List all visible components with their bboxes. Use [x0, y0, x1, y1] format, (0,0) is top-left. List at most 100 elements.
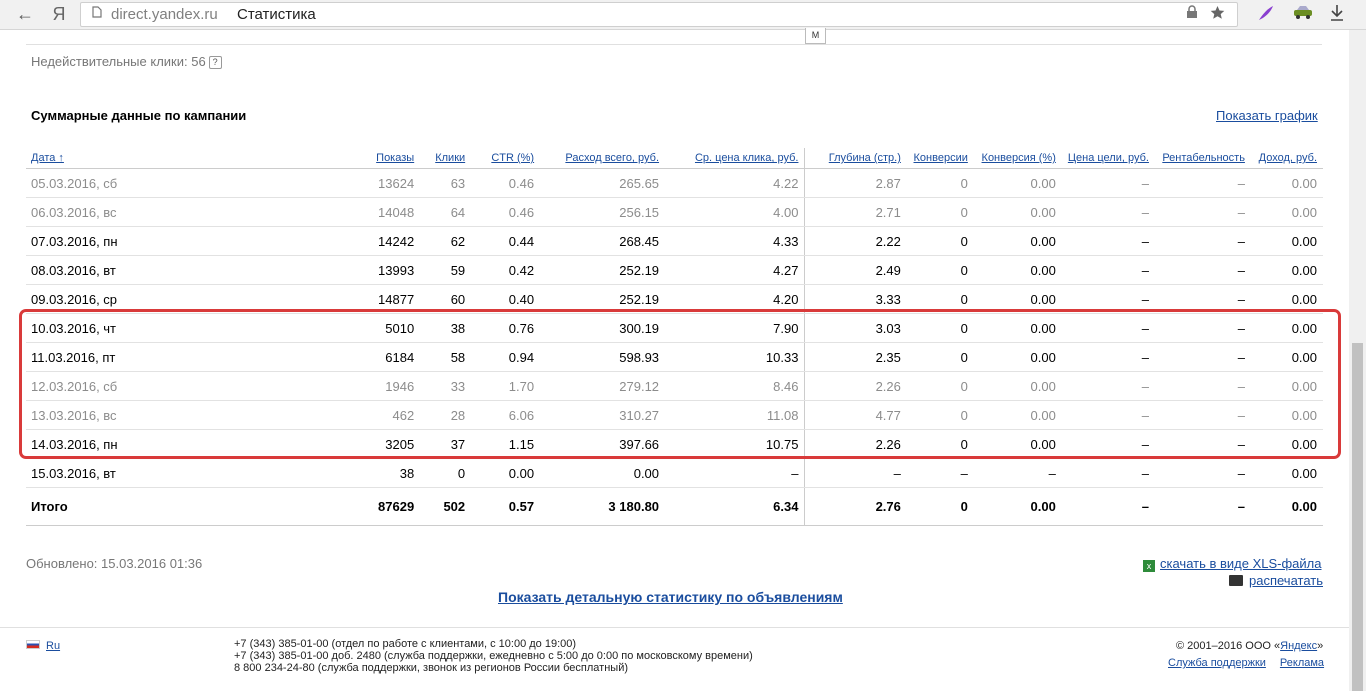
cell-ctr: 1.70 — [471, 371, 541, 401]
column-header-avg-cpc[interactable]: Ср. цена клика, руб. — [665, 148, 806, 169]
cell-depth: 2.49 — [804, 255, 907, 285]
cell-clicks: 63 — [420, 168, 472, 198]
cell-goal-cost: – — [1061, 226, 1155, 256]
cell-clicks: 37 — [420, 429, 472, 459]
address-bar[interactable]: direct.yandex.ru Статистика — [80, 2, 1238, 27]
cell-depth: 3.33 — [804, 284, 907, 314]
show-chart-link[interactable]: Показать график — [1216, 108, 1318, 123]
cell-goal-cost: – — [1061, 255, 1155, 285]
download-xls-link[interactable]: скачать в виде XLS-файла — [1160, 556, 1322, 571]
cell-impressions: 5010 — [146, 313, 421, 343]
column-header-impressions[interactable]: Показы — [146, 148, 421, 169]
detail-stats-link[interactable]: Показать детальную статистику по объявле… — [498, 589, 843, 605]
table-row: 08.03.2016, вт 13993 59 0.42 252.19 4.27 2.49 0… — [26, 255, 1323, 285]
cell-spend: 265.65 — [540, 168, 666, 198]
cell-conversions: 0 — [906, 342, 974, 372]
cell-spend: 300.19 — [540, 313, 666, 343]
cell-impressions: 14877 — [146, 284, 421, 314]
table-row: 15.03.2016, вт 38 0 0.00 0.00– – – – – –0.00 — [26, 458, 1323, 488]
cell-clicks: 0 — [420, 458, 472, 488]
cell-date: 05.03.2016, сб — [26, 168, 147, 198]
cell-revenue: 0.00 — [1250, 284, 1323, 314]
cell-spend: 310.27 — [540, 400, 666, 430]
print-link[interactable]: распечатать — [1249, 573, 1323, 588]
invalid-clicks-label: Недействительные клики: 56 — [31, 54, 206, 69]
cell-profitability: – — [1154, 255, 1251, 285]
cell-revenue: 0.00 — [1250, 226, 1323, 256]
cell-clicks: 58 — [420, 342, 472, 372]
side-tab-marker[interactable]: M — [805, 28, 826, 44]
feather-extension-icon[interactable] — [1257, 4, 1275, 27]
back-arrow-icon[interactable]: ← — [16, 3, 34, 24]
cell-depth: 3.03 — [804, 313, 907, 343]
car-extension-icon[interactable] — [1292, 4, 1314, 25]
cell-conversion-rate: 0.00 — [973, 284, 1062, 314]
cell-conversions: 0 — [906, 313, 974, 343]
cell-conversion-rate: 0.00 — [973, 197, 1062, 227]
address-page-title: Статистика — [237, 6, 316, 23]
download-icon[interactable] — [1329, 4, 1345, 27]
print[interactable]: распечатать — [1229, 573, 1323, 588]
cell-clicks: 59 — [420, 255, 472, 285]
cell-revenue: 0.00 — [1250, 400, 1323, 430]
download-xls[interactable]: x скачать в виде XLS-файла — [1143, 556, 1322, 572]
help-icon[interactable]: ? — [208, 56, 222, 69]
cell-goal-cost: – — [1061, 313, 1155, 343]
cell-clicks: 60 — [420, 284, 472, 314]
cell-conversion-rate: 0.00 — [973, 255, 1062, 285]
yandex-logo-icon[interactable]: Я — [52, 3, 66, 24]
cell-revenue: 0.00 — [1250, 429, 1323, 459]
cell-revenue: 0.00 — [1250, 342, 1323, 372]
cell-avg-cpc: 10.75 — [665, 429, 806, 459]
campaign-stats-table: Дата ↑ Показы Клики CTR (%) Расход всего, ру… — [26, 148, 1323, 526]
cell-date: 13.03.2016, вс — [26, 400, 147, 430]
support-link[interactable]: Служба поддержки — [1168, 657, 1266, 669]
lock-icon — [1186, 5, 1198, 23]
cell-revenue: 0.00 — [1250, 458, 1323, 488]
column-header-clicks[interactable]: Клики — [420, 148, 472, 169]
cell-impressions: 38 — [146, 458, 421, 488]
cell-goal-cost: – — [1061, 197, 1155, 227]
yandex-link[interactable]: Яндекс — [1280, 640, 1318, 652]
cell-impressions: 6184 — [146, 342, 421, 372]
cell-impressions: 13624 — [146, 168, 421, 198]
column-header-profitability[interactable]: Рентабельность — [1154, 148, 1251, 169]
table-row: 06.03.2016, вс 14048 64 0.46 256.15 4.00 2.71 0… — [26, 197, 1323, 227]
copyright-text: © 2001–2016 ООО « — [1176, 640, 1281, 652]
table-body: 05.03.2016, сб 13624 63 0.46 265.65 4.22 2.87 0… — [26, 168, 1323, 526]
cell-depth: 2.35 — [804, 342, 907, 372]
cell-avg-cpc: 4.00 — [665, 197, 806, 227]
column-header-goal-cost[interactable]: Цена цели, руб. — [1061, 148, 1155, 169]
cell-avg-cpc: 4.22 — [665, 168, 806, 198]
column-header-date[interactable]: Дата ↑ — [26, 148, 147, 169]
cell-spend: 598.93 — [540, 342, 666, 372]
scrollbar-thumb[interactable] — [1352, 343, 1363, 691]
footer-divider — [0, 627, 1349, 628]
cell-goal-cost: – — [1061, 168, 1155, 198]
language-switch[interactable]: Ru — [26, 640, 60, 652]
cell-revenue: 0.00 — [1250, 197, 1323, 227]
cell-date: 09.03.2016, ср — [26, 284, 147, 314]
ads-link[interactable]: Реклама — [1279, 657, 1325, 669]
language-label[interactable]: Ru — [46, 640, 61, 652]
copyright: © 2001–2016 ООО «Яндекс» — [1176, 640, 1323, 652]
cell-profitability: – — [1154, 429, 1251, 459]
phone-line: 8 800 234-24-80 (служба поддержки, звоно… — [234, 662, 629, 674]
column-header-ctr[interactable]: CTR (%) — [471, 148, 541, 169]
column-header-spend[interactable]: Расход всего, руб. — [540, 148, 666, 169]
bookmark-star-icon[interactable] — [1210, 5, 1225, 24]
cell-profitability: – — [1154, 313, 1251, 343]
page-info-icon[interactable] — [89, 5, 103, 23]
cell-goal-cost: – — [1061, 400, 1155, 430]
column-header-revenue[interactable]: Доход, руб. — [1250, 148, 1323, 169]
cell-date: 12.03.2016, сб — [26, 371, 147, 401]
cell-spend: 252.19 — [540, 255, 666, 285]
column-header-conversion-rate[interactable]: Конверсия (%) — [973, 148, 1062, 169]
cell-conversions: 0 — [906, 197, 974, 227]
column-header-conversions[interactable]: Конверсии — [906, 148, 974, 169]
cell-conversions: 0 — [906, 226, 974, 256]
cell-conversions: 0 — [906, 400, 974, 430]
russia-flag-icon — [26, 640, 40, 649]
cell-avg-cpc: 10.33 — [665, 342, 806, 372]
column-header-depth[interactable]: Глубина (стр.) — [804, 148, 907, 169]
